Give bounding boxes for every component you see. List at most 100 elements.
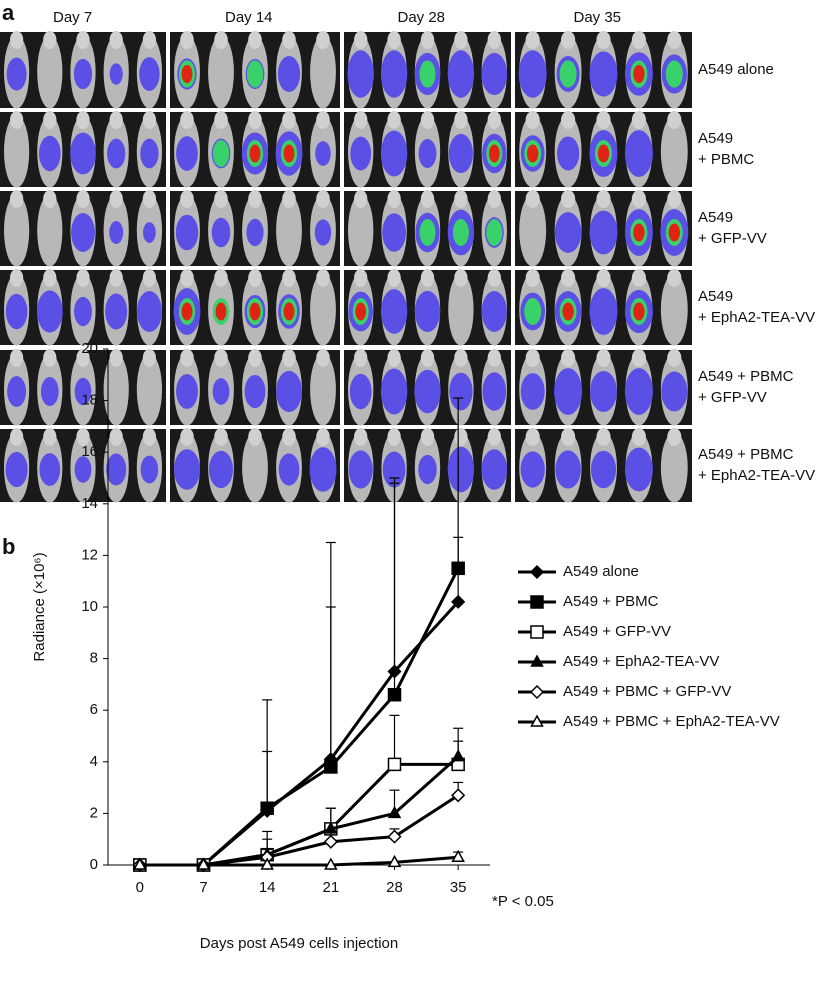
mouse [276, 194, 302, 267]
legend-marker [529, 684, 545, 700]
signal [520, 451, 545, 488]
mouse [3, 115, 30, 188]
signal-high [283, 302, 295, 321]
signal [590, 450, 617, 489]
signal-high [633, 223, 645, 242]
mouse-head [43, 428, 57, 446]
mouse-head [248, 190, 262, 208]
signal-high [249, 144, 261, 163]
signal [6, 57, 27, 91]
signal [589, 288, 618, 335]
mouse-head [454, 190, 468, 208]
mouse [3, 194, 30, 267]
signal-mid [559, 60, 577, 88]
signal [314, 219, 332, 246]
mouse-head [387, 269, 401, 287]
signal-mid [246, 60, 264, 88]
mouse-head [43, 111, 57, 129]
mouse [208, 35, 234, 109]
signal [105, 293, 128, 330]
row-label: A549 alone [698, 61, 774, 78]
legend-marker [530, 595, 544, 609]
signal-high [633, 302, 645, 321]
signal [136, 291, 162, 332]
mouse-head [631, 349, 646, 367]
signal-mid [486, 219, 503, 246]
legend-label: A549 alone [563, 563, 639, 580]
signal [350, 136, 372, 171]
mouse-head [487, 190, 501, 208]
row-label: + EphA2-TEA-VV [698, 467, 815, 484]
signal [5, 451, 28, 488]
signal [246, 218, 264, 247]
error-bar [389, 714, 400, 765]
signal [276, 370, 302, 413]
signal [414, 290, 441, 333]
error-bar [453, 397, 464, 569]
signal [589, 210, 618, 255]
mouse-head [561, 31, 576, 49]
mouse-head [667, 31, 682, 49]
signal [520, 373, 545, 410]
point [387, 854, 402, 868]
y-tick-label: 20 [81, 340, 98, 357]
mouse-head [667, 269, 682, 287]
signal [348, 450, 373, 489]
mouse-head [142, 269, 157, 287]
signal [208, 450, 234, 489]
signal-high [668, 223, 680, 242]
mouse-head [631, 428, 646, 446]
signal [589, 51, 618, 97]
mouse-head [596, 349, 611, 367]
y-tick-label: 12 [81, 546, 98, 563]
row-label: A549 + PBMC [698, 368, 794, 385]
mouse-head [142, 349, 157, 367]
mouse-head [282, 111, 296, 129]
row-label: A549 [698, 130, 733, 147]
signal [109, 63, 123, 85]
mouse-head [76, 31, 90, 49]
mouse-head [631, 31, 646, 49]
mouse-head [142, 31, 157, 49]
signal-high [215, 302, 227, 321]
signal [347, 50, 374, 98]
mouse [136, 353, 163, 426]
mouse-head [214, 428, 228, 446]
error-bar [325, 606, 336, 767]
mouse-head [109, 111, 123, 129]
column-label: Day 35 [574, 9, 622, 26]
point [387, 829, 402, 844]
mouse-head [180, 190, 194, 208]
mouse-head [667, 190, 682, 208]
point [451, 849, 465, 863]
mouse [37, 194, 63, 267]
signal [661, 371, 688, 412]
signal [624, 368, 653, 415]
row-label: + GFP-VV [698, 389, 767, 406]
mouse-head [180, 111, 194, 129]
signal [278, 453, 300, 486]
mouse-head [282, 31, 296, 49]
mouse-head [487, 269, 501, 287]
mouse-head [487, 111, 501, 129]
signal-high [283, 144, 295, 163]
mouse-head [596, 190, 611, 208]
signal [143, 222, 156, 243]
row-label: A549 [698, 209, 733, 226]
panel-label: a [2, 0, 15, 25]
signal-mid [524, 298, 542, 325]
mouse [242, 432, 268, 503]
legend-marker [530, 654, 544, 667]
signal-high [181, 302, 193, 321]
panel-label: b [2, 534, 15, 559]
signal [36, 290, 63, 333]
mouse-head [454, 428, 468, 446]
legend-label: A549 + PBMC + EphA2-TEA-VV [563, 713, 780, 730]
signal [482, 372, 507, 411]
signal [447, 50, 475, 98]
mouse-head [354, 111, 368, 129]
y-tick-label: 4 [90, 753, 98, 770]
mouse-head [9, 349, 24, 367]
mouse-head [76, 111, 90, 129]
mouse-head [596, 31, 611, 49]
